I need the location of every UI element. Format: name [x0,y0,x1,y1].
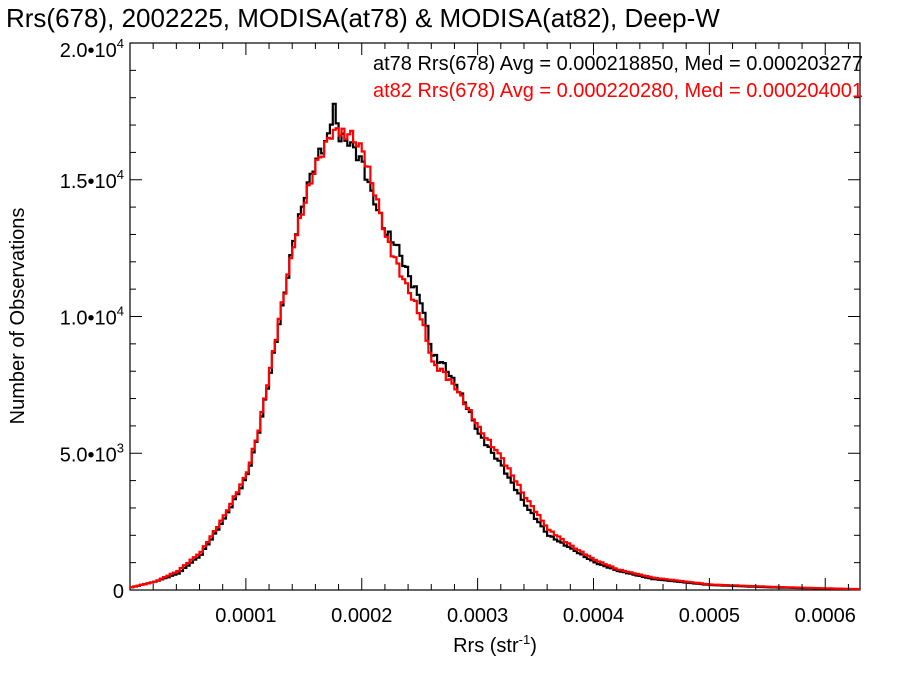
x-tick-label: 0.0005 [679,605,740,627]
x-tick-label: 0.0003 [447,605,508,627]
y-axis-label: Number of Observations [7,208,29,425]
annotations: at78 Rrs(678) Avg = 0.000218850, Med = 0… [373,53,863,102]
annotation-at82: at82 Rrs(678) Avg = 0.000220280, Med = 0… [373,80,863,102]
y-tick-label: 2.0•104 [60,36,124,62]
y-tick-label: 5.0•103 [60,440,124,466]
x-tick-label: 0.0004 [563,605,624,627]
x-tick-label: 0.0006 [795,605,856,627]
tick-layer: 0.0001 0.0002 0.0003 0.0004 0.0005 0.0006 0 5.0… [60,36,860,627]
y-tick-label: 1.0•104 [60,304,124,330]
x-axis-label: Rrs (str-1) [453,632,537,657]
series-layer [130,102,860,591]
x-tick-label: 0.0001 [215,605,276,627]
series-line-1 [130,127,860,591]
y-tick-label: 1.5•104 [60,167,124,193]
plot-frame [129,42,861,591]
x-tick-label: 0.0002 [331,605,392,627]
series-line-0 [130,102,860,591]
annotation-at78: at78 Rrs(678) Avg = 0.000218850, Med = 0… [373,53,863,75]
chart-title: Rrs(678), 2002225, MODISA(at78) & MODISA… [6,3,720,33]
y-tick-label: 0 [113,581,124,603]
